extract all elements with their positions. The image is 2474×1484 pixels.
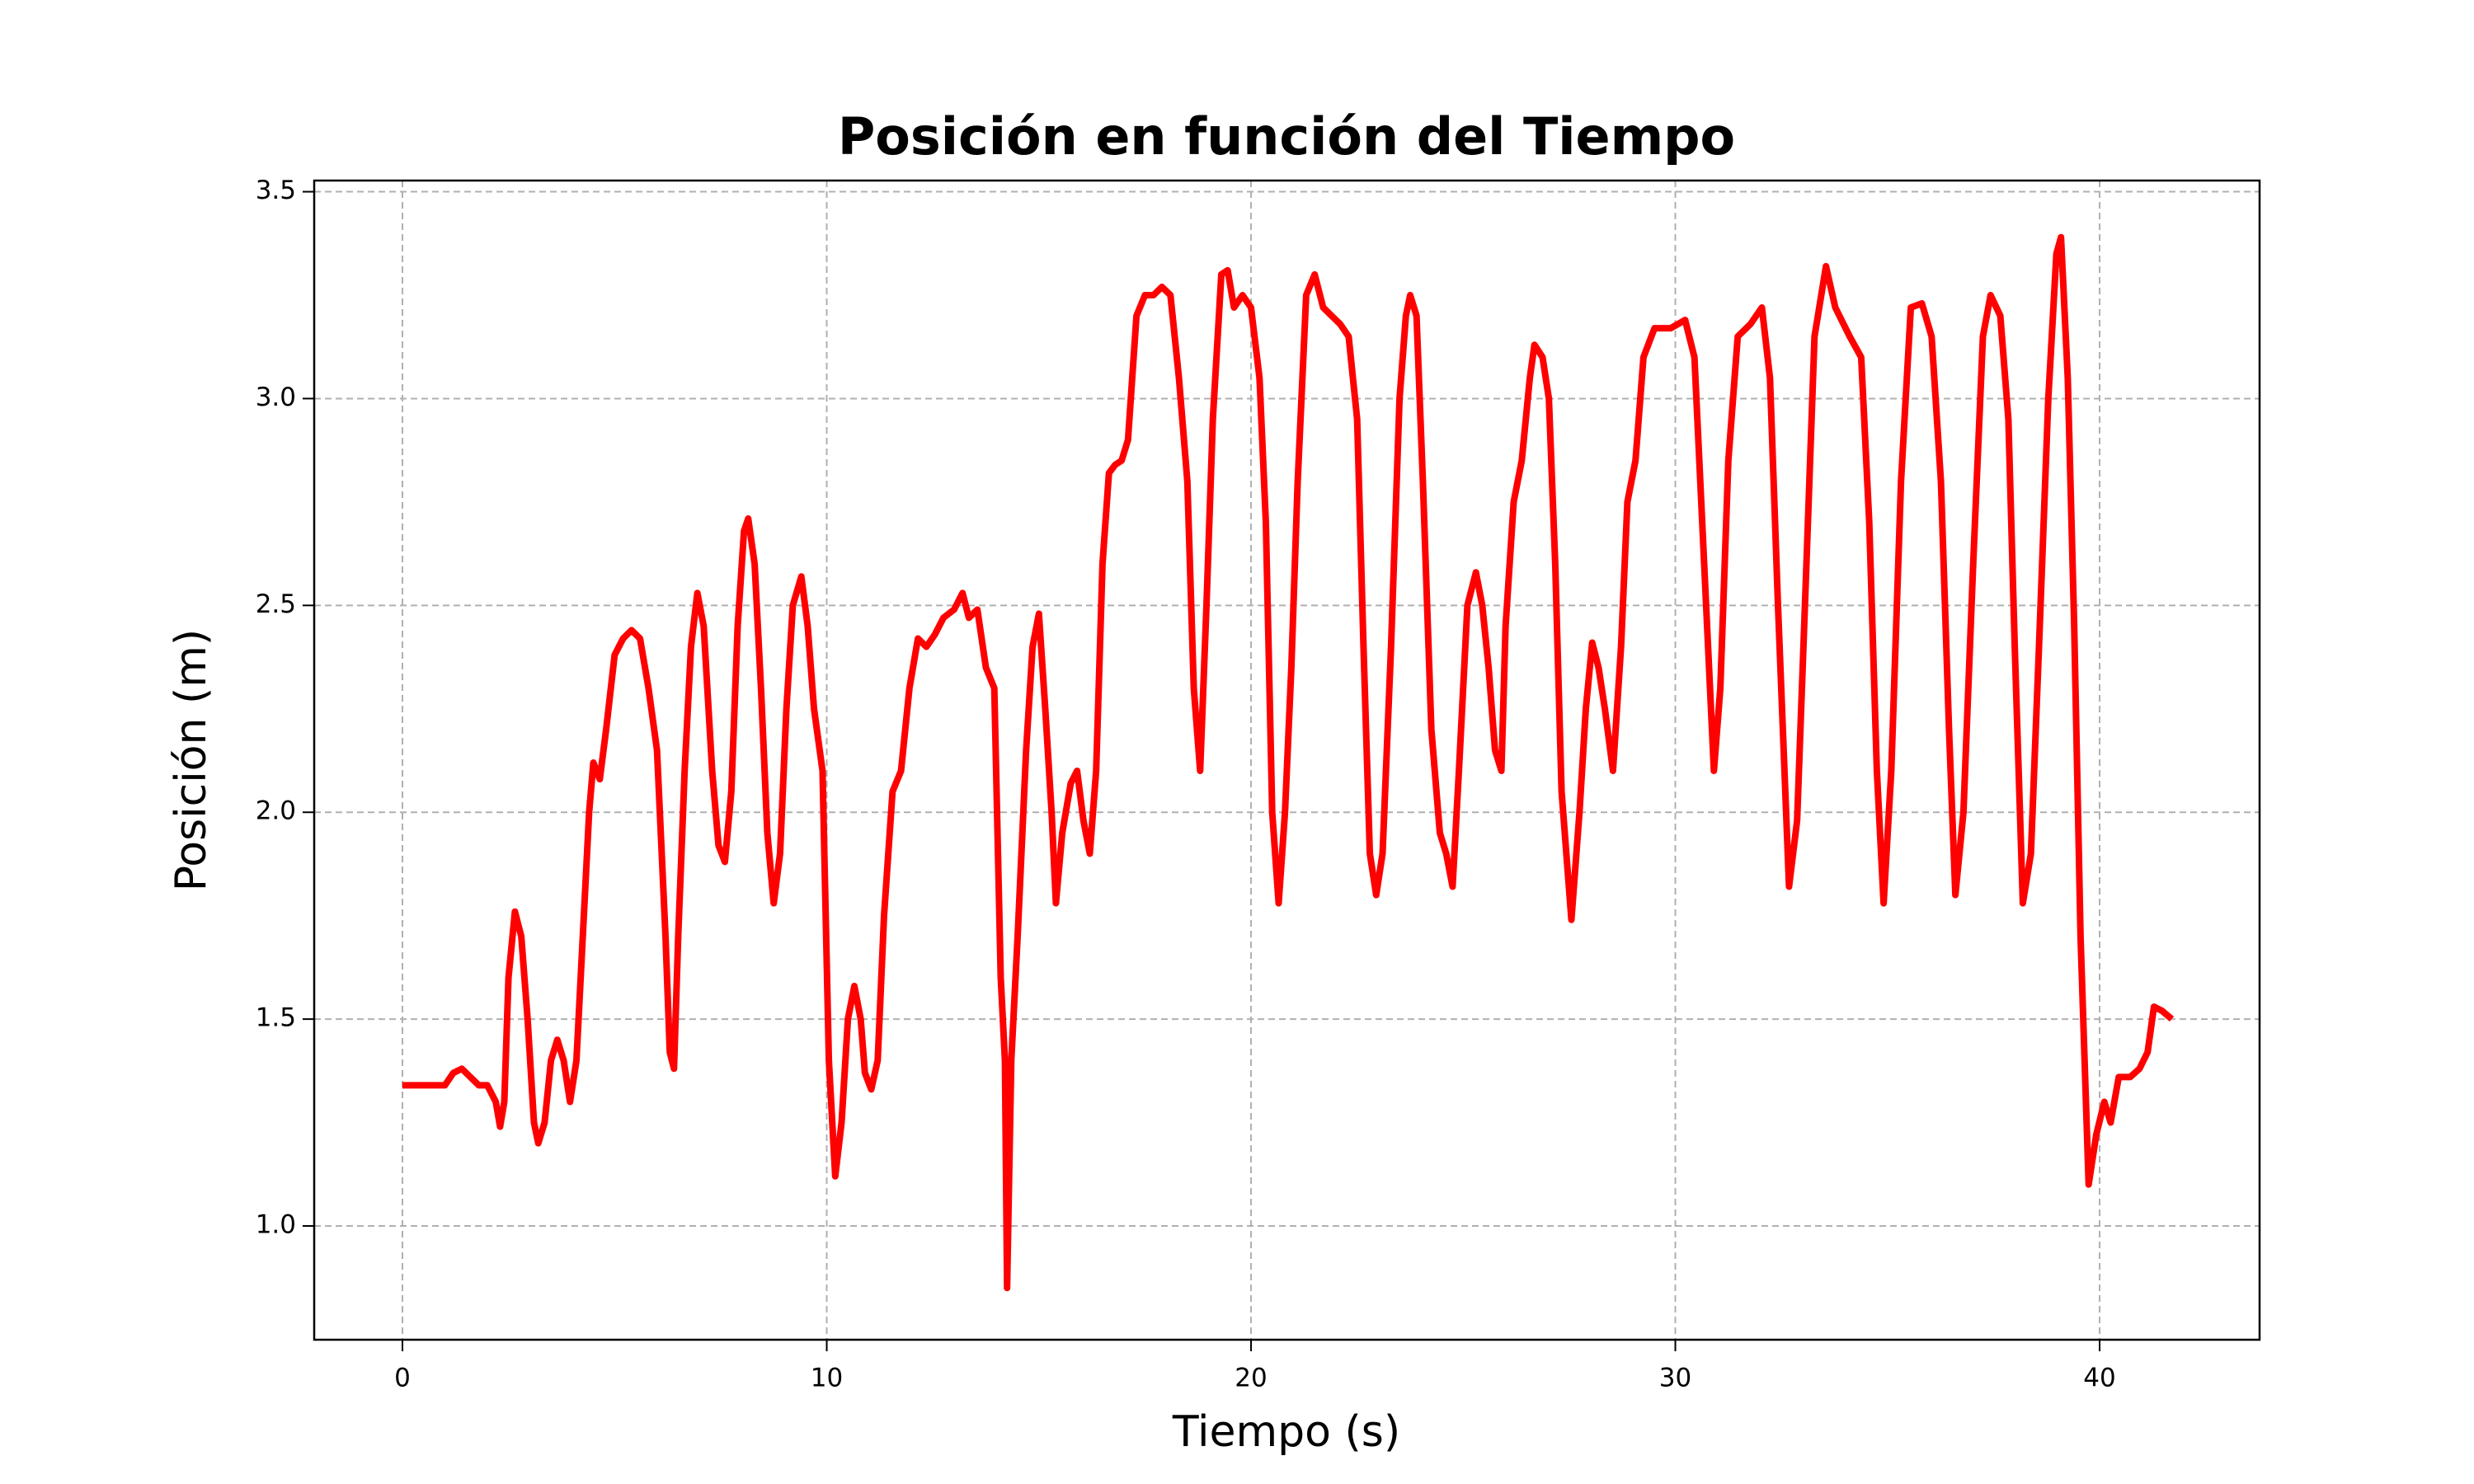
x-tick-label: 0 <box>394 1364 411 1393</box>
y-tick-label: 1.0 <box>256 1210 296 1240</box>
data-line <box>402 233 2175 1292</box>
x-tick-label: 20 <box>1235 1364 1267 1393</box>
y-tick-label: 1.5 <box>256 1003 296 1033</box>
plot-frame <box>313 179 2261 1341</box>
chart-title: Posición en función del Tiempo <box>838 106 1735 167</box>
x-tick-label: 10 <box>811 1364 843 1393</box>
y-tick-label: 3.5 <box>256 176 296 205</box>
x-tick-label: 40 <box>2083 1364 2115 1393</box>
x-axis-label: Tiempo (s) <box>1172 1407 1400 1457</box>
y-tick-label: 3.0 <box>256 383 296 412</box>
y-axis-label: Posición (m) <box>167 629 216 891</box>
y-tick-label: 2.0 <box>256 796 296 826</box>
x-tick-label: 30 <box>1659 1364 1691 1393</box>
y-tick-label: 2.5 <box>256 589 296 619</box>
